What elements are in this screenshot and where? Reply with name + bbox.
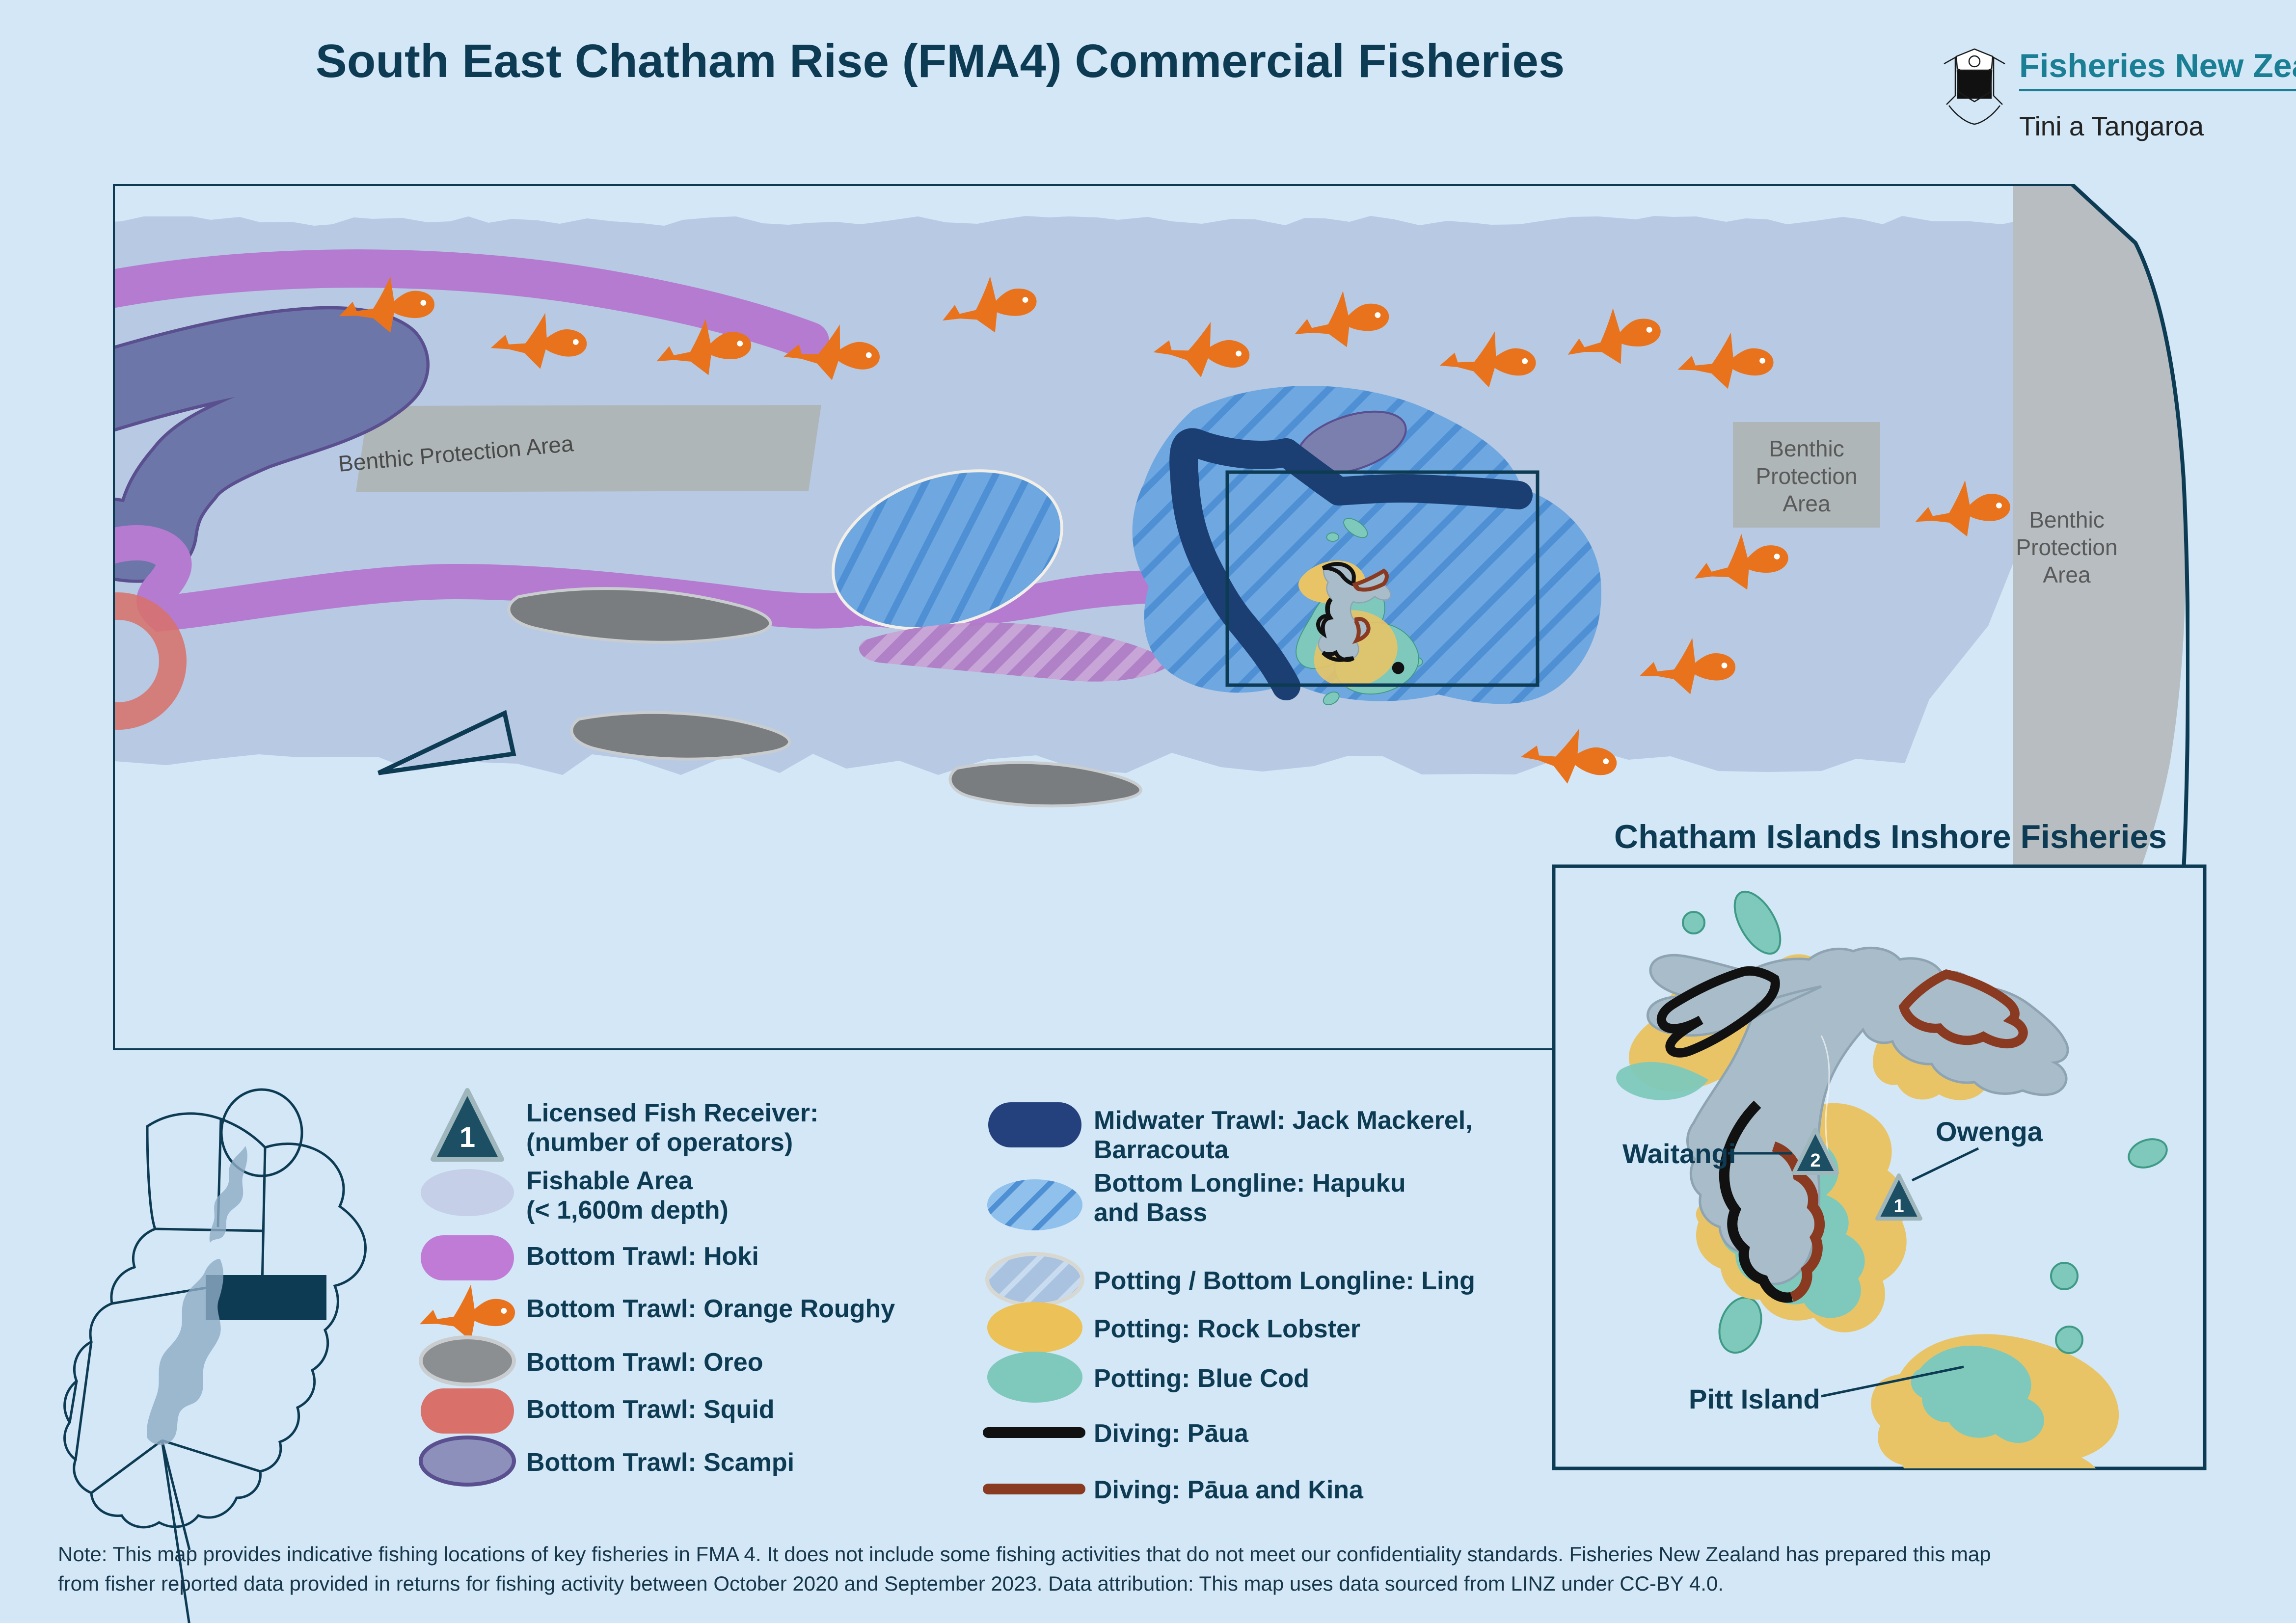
svg-text:Chatham Islands Inshore Fisher: Chatham Islands Inshore Fisheries xyxy=(1614,818,2167,855)
svg-text:Potting: Blue Cod: Potting: Blue Cod xyxy=(1094,1364,1309,1393)
svg-text:and Bass: and Bass xyxy=(1094,1198,1207,1227)
svg-text:1: 1 xyxy=(1893,1196,1904,1217)
svg-text:Benthic: Benthic xyxy=(1769,436,1844,461)
svg-text:Bottom Trawl: Oreo: Bottom Trawl: Oreo xyxy=(526,1348,763,1377)
svg-text:Benthic: Benthic xyxy=(2029,507,2104,532)
svg-text:Bottom Trawl: Orange Roughy: Bottom Trawl: Orange Roughy xyxy=(526,1295,895,1323)
svg-text:Area: Area xyxy=(2043,562,2091,587)
svg-text:1: 1 xyxy=(459,1121,475,1153)
svg-text:Potting / Bottom Longline: Lin: Potting / Bottom Longline: Ling xyxy=(1094,1267,1475,1295)
svg-text:(< 1,600m depth): (< 1,600m depth) xyxy=(526,1196,729,1224)
svg-text:Area: Area xyxy=(1783,491,1831,516)
svg-text:Pitt Island: Pitt Island xyxy=(1689,1384,1820,1414)
svg-text:Potting: Rock Lobster: Potting: Rock Lobster xyxy=(1094,1315,1360,1343)
svg-text:Owenga: Owenga xyxy=(1936,1116,2043,1147)
svg-text:Protection: Protection xyxy=(2016,534,2117,560)
svg-text:2: 2 xyxy=(1810,1150,1820,1171)
svg-text:Bottom Longline: Hapuku: Bottom Longline: Hapuku xyxy=(1094,1169,1405,1197)
svg-text:Waitangi: Waitangi xyxy=(1622,1138,1736,1169)
svg-text:Fishable Area: Fishable Area xyxy=(526,1167,693,1195)
svg-text:Diving: Pāua and Kina: Diving: Pāua and Kina xyxy=(1094,1476,1364,1504)
svg-text:Bottom Trawl: Scampi: Bottom Trawl: Scampi xyxy=(526,1448,794,1477)
svg-text:Midwater Trawl: Jack Mackerel,: Midwater Trawl: Jack Mackerel, xyxy=(1094,1106,1473,1135)
svg-text:Barracouta: Barracouta xyxy=(1094,1136,1229,1164)
svg-text:Protection: Protection xyxy=(1756,463,1857,489)
svg-text:(number of operators): (number of operators) xyxy=(526,1128,793,1157)
svg-text:Licensed Fish Receiver:: Licensed Fish Receiver: xyxy=(526,1099,818,1127)
svg-text:Bottom Trawl: Hoki: Bottom Trawl: Hoki xyxy=(526,1242,759,1271)
svg-text:Bottom Trawl: Squid: Bottom Trawl: Squid xyxy=(526,1395,775,1424)
svg-text:Diving: Pāua: Diving: Pāua xyxy=(1094,1419,1249,1448)
